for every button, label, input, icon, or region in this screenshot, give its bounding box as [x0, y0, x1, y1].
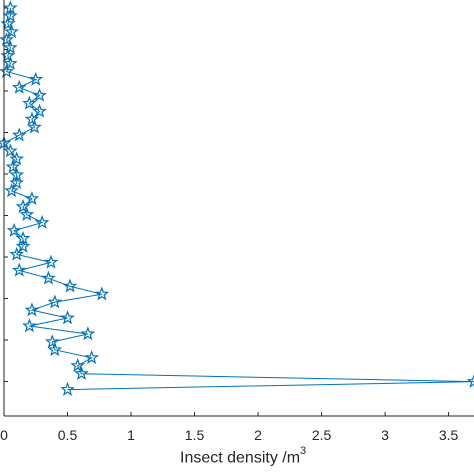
series-line [3, 8, 474, 391]
data-point [84, 350, 99, 365]
data-point [60, 381, 75, 396]
x-tick-label: 0.5 [58, 427, 78, 443]
data-point [9, 151, 25, 166]
data-point [32, 87, 47, 102]
data-point [6, 222, 22, 237]
data-point [9, 175, 25, 190]
data-point [466, 373, 474, 388]
data-point [9, 246, 25, 261]
plot-area [0, 0, 474, 396]
data-point [22, 95, 37, 110]
x-tick-label: 2 [254, 427, 262, 443]
data-point [0, 32, 14, 47]
x-tick-label: 3 [381, 427, 389, 443]
x-tick-label: 3.5 [439, 427, 459, 443]
data-point [74, 365, 89, 380]
data-point [24, 111, 40, 126]
data-point [34, 214, 50, 229]
data-point [15, 199, 31, 213]
data-point [11, 262, 27, 277]
x-axis-label: Insect density /m3 [180, 445, 307, 467]
data-point [19, 206, 35, 221]
data-point [24, 302, 40, 317]
data-point [27, 119, 42, 134]
x-tick-label: 2.5 [312, 427, 332, 443]
data-point [3, 40, 18, 54]
x-tick-label: 1 [127, 427, 135, 443]
data-point [47, 342, 63, 357]
data-point [60, 310, 75, 325]
axes: 0 0.5 1 1.5 2 2.5 3 3.5 [0, 0, 474, 443]
data-point [80, 326, 96, 341]
data-point [44, 334, 60, 349]
data-point [11, 127, 27, 142]
data-point [3, 143, 18, 158]
data-point [41, 270, 56, 285]
data-point [4, 24, 19, 39]
data-point [3, 8, 18, 23]
data-point [24, 191, 40, 206]
x-tick-label: 1.5 [185, 427, 205, 443]
x-tick-label: 0 [0, 427, 8, 443]
data-point [22, 318, 37, 333]
data-point [11, 79, 27, 94]
data-point [3, 55, 18, 70]
x-axis-label-superscript: 3 [300, 445, 307, 457]
data-point [28, 71, 44, 86]
data-point [32, 103, 47, 118]
data-point [0, 63, 14, 78]
data-point [4, 183, 19, 198]
data-point [43, 254, 59, 269]
data-point [15, 238, 31, 253]
data-point [94, 286, 110, 301]
data-point [62, 278, 78, 293]
data-point [47, 294, 63, 309]
data-point [5, 159, 21, 174]
data-point [70, 358, 86, 372]
